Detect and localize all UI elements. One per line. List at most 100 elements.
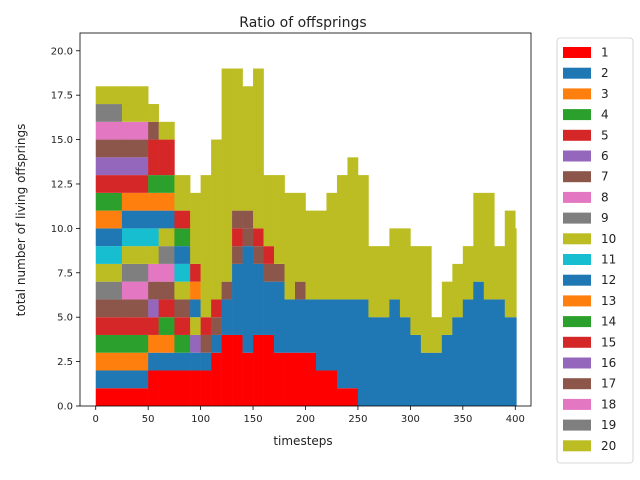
bar-series-12-step-5	[190, 299, 201, 318]
bar-series-20-step-24	[389, 228, 401, 300]
bar-series-18-step-1	[121, 121, 149, 140]
legend-swatch-9	[563, 212, 591, 224]
bar-series-2-step-5	[190, 352, 201, 371]
bar-series-14-step-4	[174, 228, 191, 247]
bar-series-20-step-23	[378, 246, 390, 318]
bar-series-20-step-14	[284, 192, 296, 300]
legend-swatch-13	[563, 295, 591, 307]
bar-series-7-step-15	[295, 281, 306, 300]
bar-series-5-step-4	[174, 317, 191, 335]
legend-label-12: 12	[601, 273, 616, 287]
bar-series-20-step-16	[305, 210, 317, 300]
bar-series-5-step-0	[95, 317, 123, 335]
bar-series-7-step-7	[211, 317, 222, 335]
bar-series-11-step-0	[95, 246, 123, 264]
legend-swatch-1	[563, 47, 591, 58]
x-tick-label-0: 0	[93, 414, 99, 425]
bar-series-2-step-15	[295, 299, 306, 353]
bar-series-14-step-2	[148, 175, 159, 193]
bar-series-5-step-2	[148, 317, 159, 335]
bar-series-7-step-3	[158, 281, 175, 300]
bar-series-2-step-19	[336, 299, 348, 389]
bar-series-20-step-2	[148, 104, 159, 122]
bar-series-20-step-36	[515, 228, 517, 318]
bar-series-13-step-1	[121, 192, 149, 211]
bar-series-7-step-11	[253, 246, 264, 264]
bar-series-1-step-19	[336, 388, 348, 406]
bar-series-11-step-2	[148, 228, 159, 247]
legend-swatch-11	[563, 254, 591, 265]
bar-series-2-step-31	[462, 299, 474, 406]
bar-series-20-step-11	[253, 68, 264, 229]
legend-swatch-17	[563, 378, 591, 390]
legend-label-11: 11	[601, 253, 616, 267]
bar-series-8-step-3	[158, 263, 175, 282]
legend-label-16: 16	[601, 356, 616, 370]
bar-series-1-step-5	[190, 370, 201, 406]
legend-label-20: 20	[601, 439, 616, 453]
bar-series-20-step-35	[504, 210, 516, 318]
y-axis-ticks: 0.0 2.5 5.0 7.5 10.0 12.5 15.0 17.5 20.0	[51, 46, 80, 413]
bar-series-20-step-3	[158, 121, 175, 140]
bar-series-2-step-23	[378, 317, 390, 406]
legend-swatch-14	[563, 316, 591, 328]
y-tick-label-5: 12.5	[51, 179, 73, 190]
x-tick-label-2: 100	[191, 414, 210, 425]
legend-label-4: 4	[601, 108, 609, 122]
bar-series-3-step-3	[158, 334, 175, 353]
bar-series-2-step-12	[263, 281, 275, 335]
bar-series-20-step-20	[347, 157, 359, 300]
bar-series-1-step-1	[121, 388, 149, 406]
bar-series-1-step-16	[305, 352, 317, 406]
bar-series-13-step-3	[158, 192, 175, 211]
bar-series-20-step-15	[295, 192, 306, 282]
legend-label-17: 17	[601, 377, 616, 391]
bar-series-7-step-6	[200, 334, 212, 353]
bar-series-20-step-9	[232, 68, 243, 211]
bar-series-17-step-9	[232, 210, 243, 229]
bar-series-16-step-1	[121, 157, 149, 176]
bar-series-1-step-17	[315, 370, 327, 406]
bar-series-1-step-7	[211, 352, 222, 406]
legend-swatch-20	[563, 440, 591, 452]
bar-series-12-step-3	[158, 210, 175, 229]
bar-series-2-step-4	[174, 352, 191, 371]
bar-series-13-step-2	[148, 192, 159, 211]
bar-series-20-step-30	[452, 263, 464, 318]
y-tick-label-8: 20.0	[51, 46, 73, 57]
bar-series-2-step-14	[284, 299, 296, 353]
bar-series-18-step-0	[95, 121, 123, 140]
bar-series-11-step-1	[121, 228, 149, 247]
bar-series-7-step-0	[95, 299, 123, 318]
bar-series-2-step-9	[232, 263, 243, 335]
bar-series-2-step-28	[431, 352, 443, 406]
bar-series-12-step-2	[148, 210, 159, 229]
legend-swatch-15	[563, 336, 591, 348]
bar-series-7-step-8	[221, 281, 233, 300]
legend-label-7: 7	[601, 170, 609, 184]
legend-swatch-12	[563, 274, 591, 286]
bar-series-15-step-3	[158, 139, 175, 176]
legend-swatch-4	[563, 109, 591, 121]
bar-series-15-step-4	[174, 210, 191, 229]
stacked-bars	[95, 68, 517, 406]
bar-series-2-step-8	[221, 299, 233, 335]
x-tick-label-6: 300	[401, 414, 420, 425]
bar-series-4-step-4	[174, 334, 191, 353]
bar-series-20-step-8	[221, 68, 233, 282]
bar-series-2-step-20	[347, 299, 359, 389]
bar-series-1-step-8	[221, 334, 233, 406]
bar-series-3-step-0	[95, 352, 123, 371]
bar-series-2-step-7	[211, 334, 222, 353]
legend-label-2: 2	[601, 66, 609, 80]
bar-series-20-step-0	[95, 86, 123, 105]
bar-series-2-step-13	[274, 281, 285, 353]
legend-swatch-10	[563, 233, 591, 245]
bar-series-9-step-0	[95, 281, 123, 300]
bar-series-1-step-20	[347, 388, 359, 406]
bar-series-15-step-6	[200, 317, 212, 335]
legend-label-5: 5	[601, 128, 609, 142]
legend-label-14: 14	[601, 315, 616, 329]
